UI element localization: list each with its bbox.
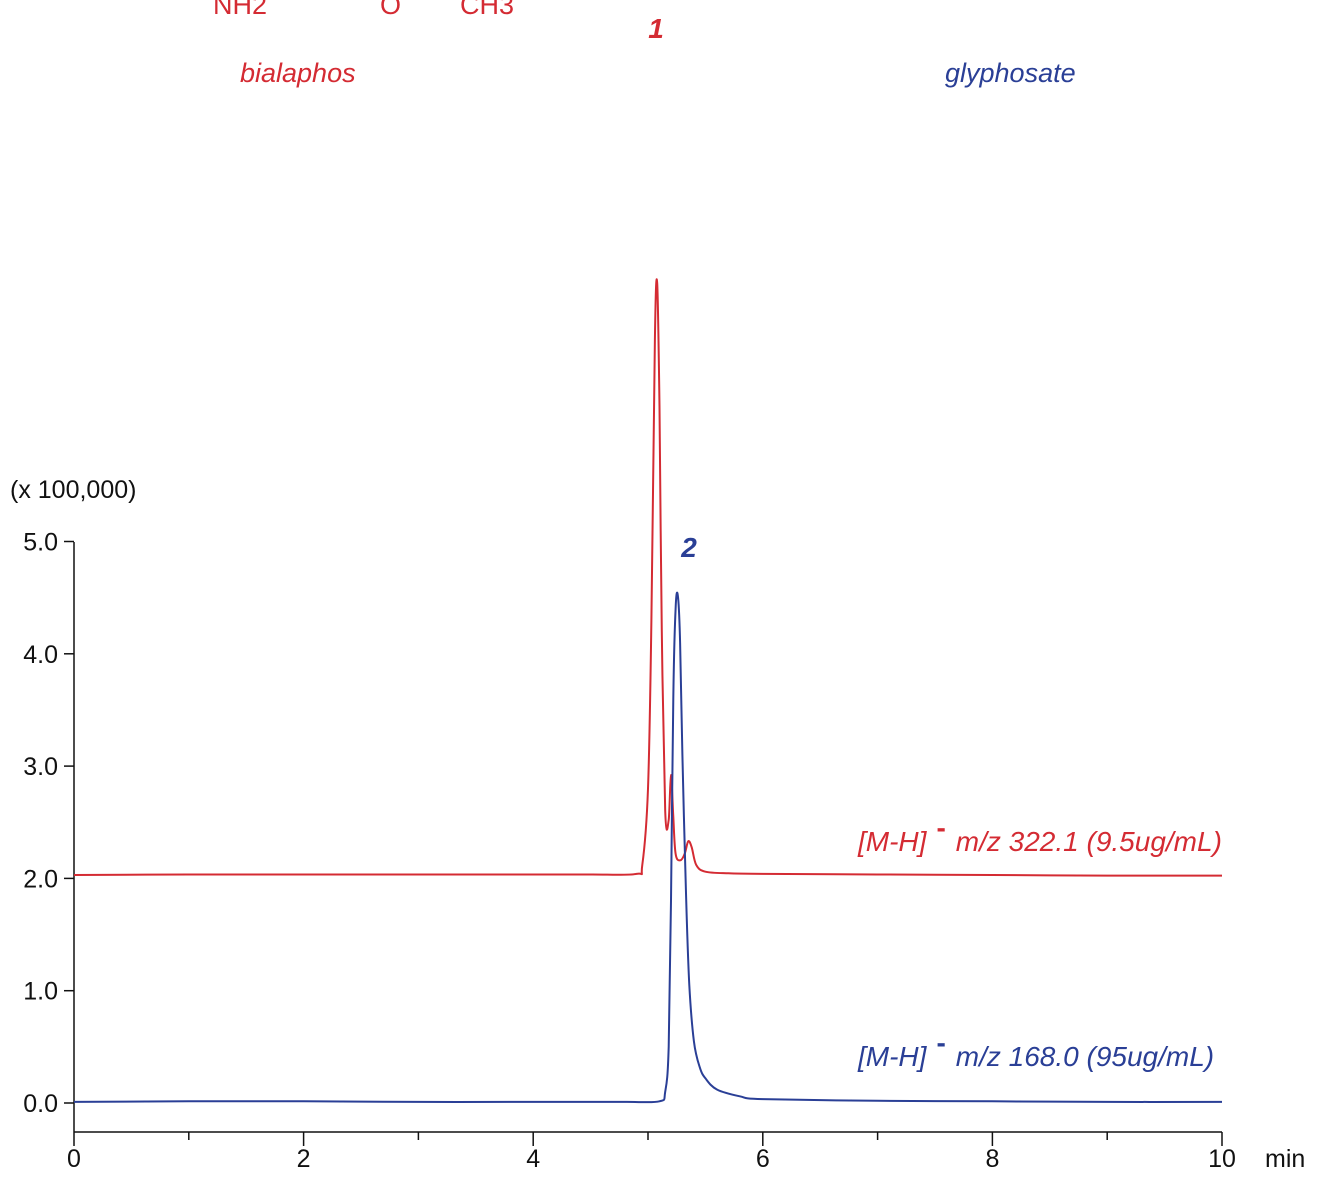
y-tick-label: 5.0	[23, 529, 58, 557]
trace-label: [M-H] - m/z 168.0 (95ug/mL)	[857, 1027, 1214, 1072]
y-tick-label: 4.0	[23, 641, 58, 669]
y-tick-label: 3.0	[23, 753, 58, 781]
trace-bialaphos	[73, 278, 1223, 877]
trace-label-charge: -	[936, 812, 945, 843]
trace-label-ion: [M-H]	[857, 1041, 928, 1072]
structure-o: O	[380, 0, 401, 20]
chromatogram-traces	[73, 278, 1223, 1104]
x-tick-label: 2	[297, 1145, 311, 1173]
trace-label-mz: m/z 168.0 (95ug/mL)	[956, 1041, 1214, 1072]
peak-number-label: 2	[680, 532, 697, 563]
structure-nh2: NH2	[213, 0, 267, 20]
x-tick-label: 10	[1208, 1145, 1236, 1173]
trace-glyphosate	[73, 591, 1223, 1104]
compound-name-bialaphos: bialaphos	[240, 58, 356, 88]
trace-label: [M-H] - m/z 322.1 (9.5ug/mL)	[857, 812, 1222, 857]
x-tick-label: 8	[985, 1145, 999, 1173]
compound-name-glyphosate: glyphosate	[945, 58, 1076, 88]
trace-label-ion: [M-H]	[857, 826, 928, 857]
y-tick-label: 0.0	[23, 1090, 58, 1118]
x-axis-unit: min	[1265, 1145, 1305, 1173]
peak-number-label: 1	[648, 13, 664, 44]
y-tick-label: 2.0	[23, 865, 58, 893]
trace-label-mz: m/z 322.1 (9.5ug/mL)	[956, 826, 1222, 857]
x-axis-ticks: 0 2 4 6 8 10	[67, 1132, 1236, 1173]
y-tick-label: 1.0	[23, 978, 58, 1006]
structure-fragment: NH2 O CH3	[213, 0, 514, 20]
x-tick-label: 6	[756, 1145, 770, 1173]
y-axis-ticks: 0.0 1.0 2.0 3.0 4.0 5.0	[23, 529, 74, 1118]
x-tick-label: 4	[526, 1145, 540, 1173]
structure-ch3: CH3	[460, 0, 514, 20]
trace-label-charge: -	[936, 1027, 945, 1058]
x-tick-label: 0	[67, 1145, 81, 1173]
trace-annotations: 1[M-H] - m/z 322.1 (9.5ug/mL)2[M-H] - m/z 16…	[648, 13, 1222, 1072]
y-axis-multiplier: (x 100,000)	[10, 476, 136, 504]
